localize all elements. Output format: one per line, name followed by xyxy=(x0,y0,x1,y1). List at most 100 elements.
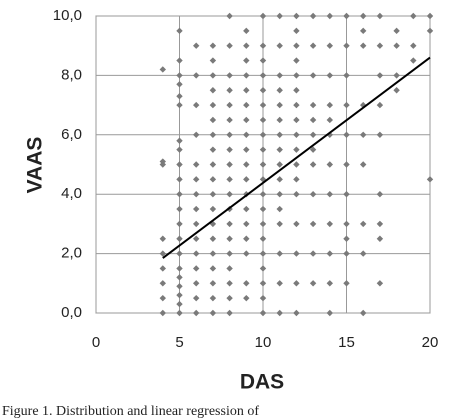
point xyxy=(293,309,300,317)
point xyxy=(393,42,400,49)
point xyxy=(276,116,283,124)
point xyxy=(293,146,300,153)
point xyxy=(193,176,200,183)
point xyxy=(226,12,233,20)
x-axis-title: DAS xyxy=(240,371,284,394)
point xyxy=(243,161,250,168)
point xyxy=(159,250,166,257)
point xyxy=(259,87,267,94)
trendline xyxy=(162,56,431,259)
point xyxy=(176,205,183,213)
point xyxy=(326,42,333,49)
point xyxy=(243,235,250,242)
point xyxy=(293,101,300,109)
point xyxy=(259,42,267,49)
point xyxy=(326,220,333,228)
point xyxy=(259,220,267,228)
point xyxy=(343,235,350,242)
point xyxy=(176,137,183,144)
point xyxy=(193,265,200,272)
point xyxy=(410,12,417,20)
point xyxy=(176,146,183,153)
point xyxy=(376,280,384,287)
point xyxy=(376,12,384,20)
point xyxy=(276,205,283,213)
point xyxy=(209,161,217,168)
point xyxy=(209,146,217,153)
point xyxy=(243,205,250,213)
point xyxy=(309,42,317,49)
point xyxy=(309,161,317,168)
point xyxy=(159,294,166,302)
point xyxy=(276,87,283,94)
point xyxy=(393,27,400,35)
point xyxy=(293,250,300,257)
point xyxy=(343,280,350,287)
point xyxy=(326,309,333,317)
point xyxy=(193,42,200,49)
point xyxy=(193,161,200,168)
point xyxy=(360,42,367,49)
point xyxy=(176,291,183,299)
point xyxy=(376,72,384,79)
point xyxy=(293,87,300,94)
x-tick-label: 20 xyxy=(422,334,439,351)
point xyxy=(410,42,417,49)
point xyxy=(293,27,300,35)
point xyxy=(376,191,384,198)
point xyxy=(360,131,367,138)
point xyxy=(276,220,283,228)
point xyxy=(209,131,217,138)
point xyxy=(259,116,267,124)
point xyxy=(176,161,183,168)
point xyxy=(293,176,300,183)
point xyxy=(209,176,217,183)
point xyxy=(193,191,200,198)
point xyxy=(243,87,250,94)
point xyxy=(243,250,250,257)
point xyxy=(376,101,384,109)
point xyxy=(209,191,217,198)
point xyxy=(209,265,217,272)
point xyxy=(259,250,267,257)
point xyxy=(293,220,300,228)
point xyxy=(426,12,434,20)
point xyxy=(343,12,350,20)
point xyxy=(276,176,283,183)
point xyxy=(243,27,250,35)
point xyxy=(343,72,350,79)
point xyxy=(276,191,283,198)
point xyxy=(376,42,384,49)
point xyxy=(343,161,350,168)
point xyxy=(209,205,217,213)
point xyxy=(360,12,367,20)
point xyxy=(226,101,233,109)
point xyxy=(226,87,233,94)
point xyxy=(259,12,267,20)
point xyxy=(176,176,183,183)
point xyxy=(259,309,267,317)
caption: Figure 1. Distribution and linear regres… xyxy=(2,404,259,419)
point xyxy=(226,176,233,183)
point xyxy=(276,161,283,168)
point xyxy=(226,146,233,153)
point xyxy=(159,66,166,73)
y-axis-title: VAAS xyxy=(24,137,47,194)
point xyxy=(259,235,267,242)
point xyxy=(259,294,267,302)
point xyxy=(209,87,217,94)
point xyxy=(226,131,233,138)
point xyxy=(243,42,250,49)
point xyxy=(176,81,183,88)
point xyxy=(309,72,317,79)
point xyxy=(259,191,267,198)
x-tick-label: 0 xyxy=(92,334,100,351)
point xyxy=(176,250,183,257)
point xyxy=(193,220,200,228)
point xyxy=(293,42,300,49)
point xyxy=(226,161,233,168)
point xyxy=(176,283,183,290)
point xyxy=(309,250,317,257)
